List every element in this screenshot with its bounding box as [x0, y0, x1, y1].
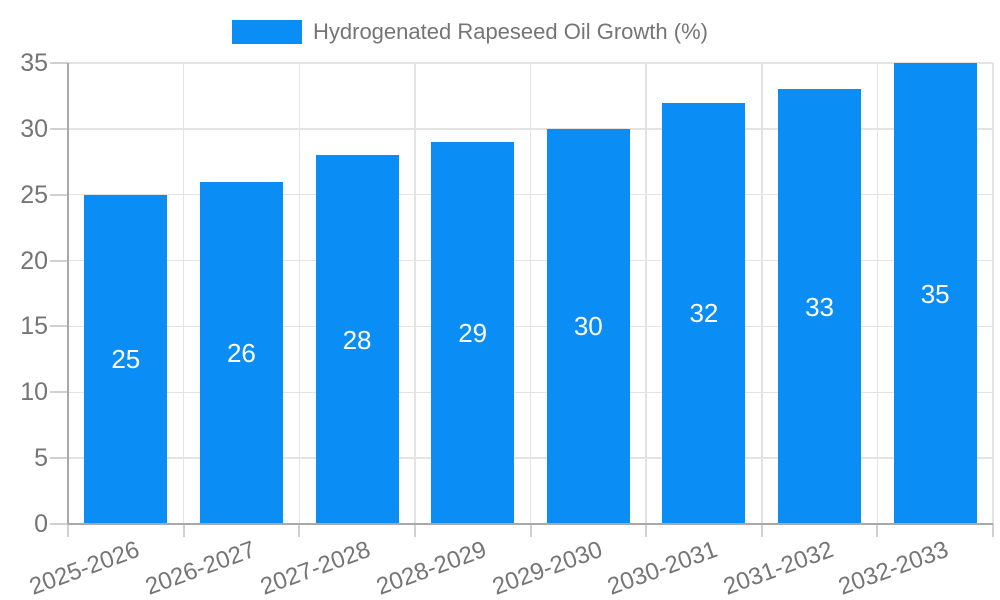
bar[interactable]: [84, 194, 168, 523]
x-tick: [67, 524, 69, 537]
v-gridline: [761, 63, 763, 524]
y-axis-label: 15: [20, 312, 48, 341]
y-tick: [50, 62, 68, 64]
x-axis-label: 2027-2028: [257, 536, 375, 600]
x-tick: [529, 524, 532, 537]
v-gridline: [529, 63, 532, 524]
y-tick: [50, 259, 68, 262]
v-gridline: [645, 63, 647, 524]
bar[interactable]: [431, 142, 515, 523]
y-axis-label: 35: [20, 49, 48, 77]
y-axis-label: 10: [20, 378, 48, 407]
y-tick: [50, 391, 68, 394]
bar-value-label: 35: [920, 278, 950, 309]
bar-value-label: 29: [458, 318, 488, 348]
x-tick: [298, 524, 301, 537]
x-axis-label: 2026-2027: [141, 536, 259, 600]
bar-value-label: 30: [573, 311, 603, 342]
x-tick: [645, 524, 648, 537]
x-axis-label: 2025-2026: [25, 536, 144, 600]
x-axis-label: 2030-2031: [604, 536, 722, 600]
x-tick: [992, 524, 994, 537]
bar[interactable]: [199, 181, 283, 523]
y-tick: [50, 523, 68, 525]
y-tick: [50, 193, 68, 196]
legend-label: Hydrogenated Rapeseed Oil Growth (%): [313, 19, 708, 44]
x-tick: [413, 524, 416, 537]
x-tick: [760, 524, 763, 537]
x-tick: [876, 524, 879, 537]
bar[interactable]: [893, 63, 977, 523]
x-axis-label: 2029-2030: [488, 536, 606, 600]
y-axis-label: 25: [20, 180, 48, 209]
x-axis-label: 2031-2032: [719, 536, 837, 600]
bar[interactable]: [662, 102, 746, 523]
y-axis-label: 20: [20, 246, 48, 275]
y-axis-label: 0: [34, 510, 48, 538]
y-tick: [50, 325, 68, 328]
bar-value-label: 26: [226, 337, 256, 368]
v-gridline: [876, 63, 879, 524]
y-axis-label: 5: [34, 444, 48, 473]
bar-value-label: 28: [342, 324, 372, 355]
y-tick: [50, 457, 68, 460]
bar[interactable]: [546, 128, 630, 523]
x-axis-line: [68, 523, 993, 525]
y-axis-label: 30: [20, 114, 48, 143]
v-gridline: [414, 63, 416, 524]
legend-swatch: [232, 20, 302, 44]
v-gridline: [182, 63, 185, 524]
v-gridline: [992, 63, 994, 524]
x-axis-label: 2032-2033: [835, 536, 953, 600]
bar[interactable]: [778, 89, 862, 523]
bar[interactable]: [315, 155, 399, 523]
bar-value-label: 32: [689, 298, 719, 329]
bar-value-label: 33: [805, 291, 835, 322]
y-tick: [50, 127, 68, 130]
y-axis-line: [67, 63, 69, 524]
v-gridline: [298, 63, 300, 524]
x-axis-label: 2028-2029: [372, 536, 490, 600]
x-tick: [182, 524, 185, 537]
legend[interactable]: Hydrogenated Rapeseed Oil Growth (%): [232, 19, 708, 45]
bar-value-label: 25: [111, 344, 141, 375]
